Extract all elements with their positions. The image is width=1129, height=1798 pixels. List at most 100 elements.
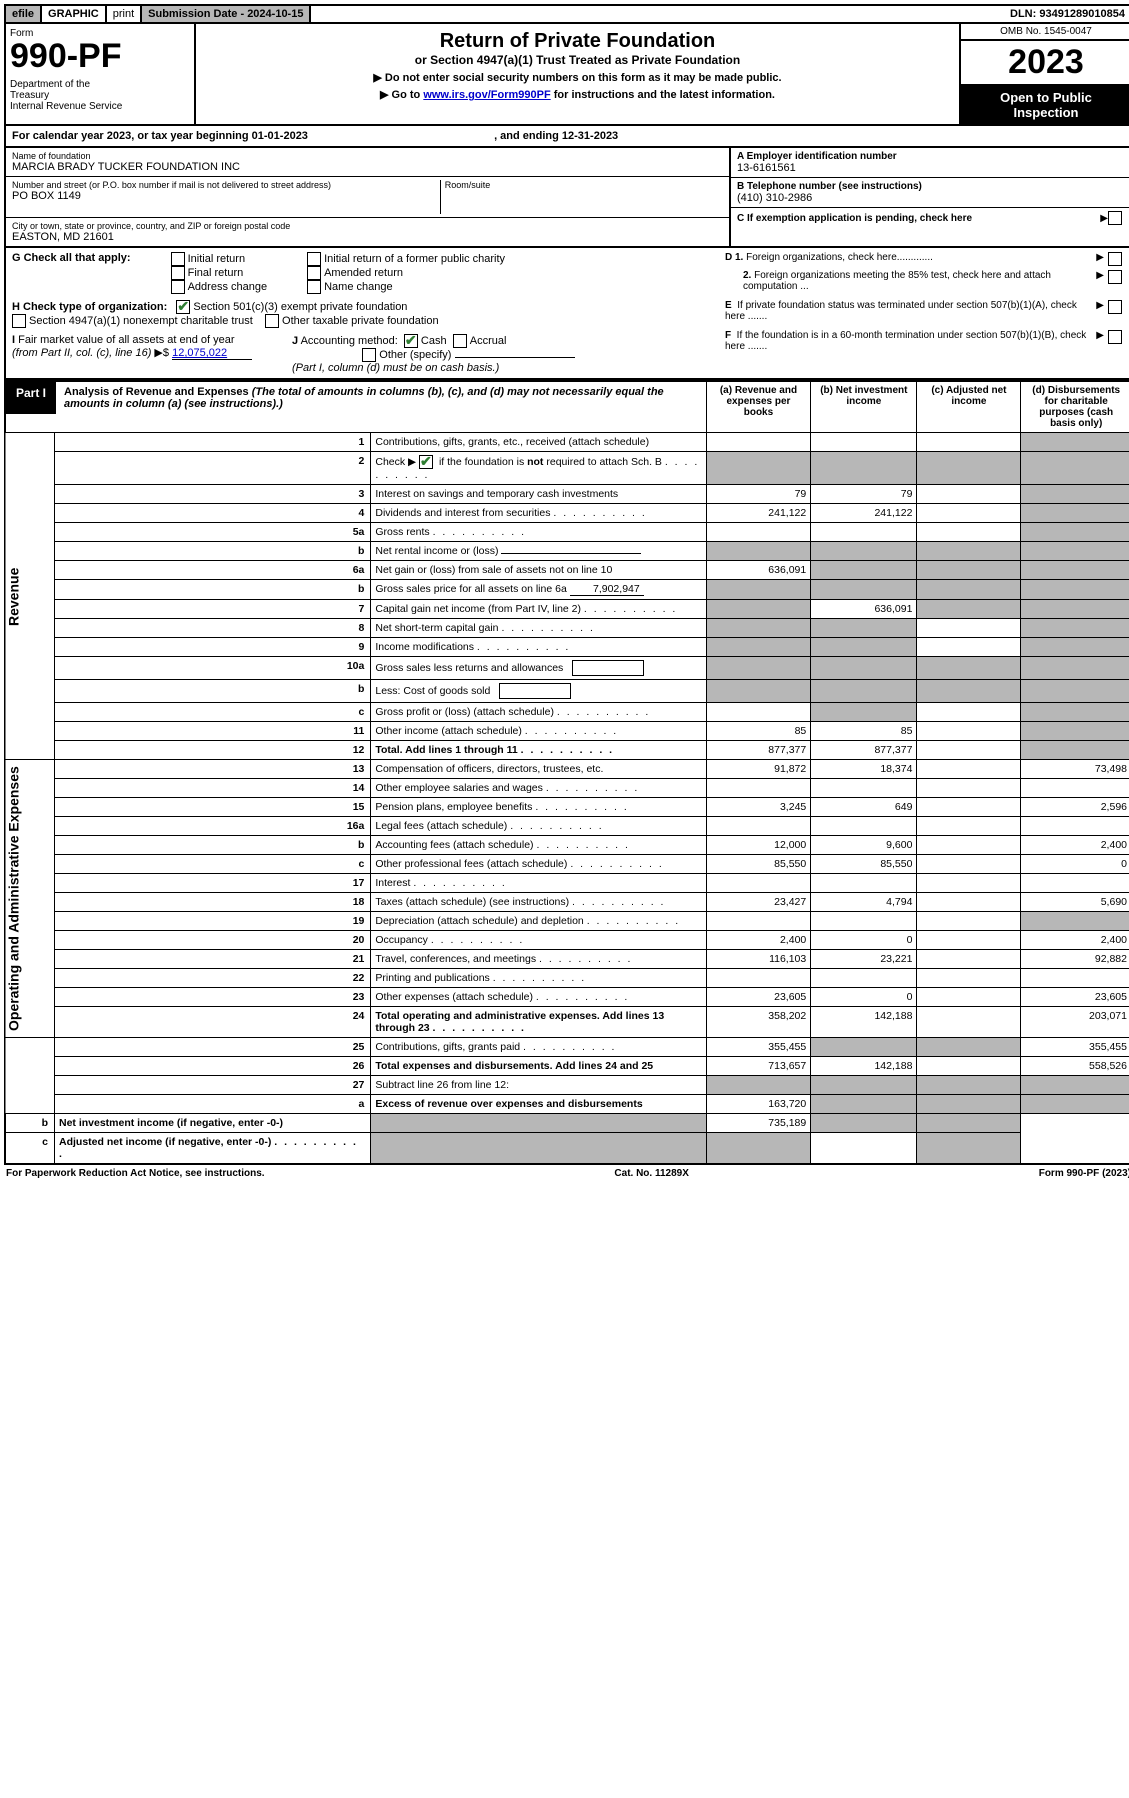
table-row: 6aNet gain or (loss) from sale of assets…	[5, 561, 1129, 580]
amount-cell	[917, 798, 1021, 817]
amount-cell: 241,122	[706, 504, 811, 523]
line-description: Net rental income or (loss)	[371, 542, 706, 561]
h-label: H Check type of organization:	[12, 301, 167, 313]
line-number: 23	[55, 988, 371, 1007]
col-c-header: (c) Adjusted net income	[917, 381, 1021, 433]
room-label: Room/suite	[440, 180, 491, 214]
table-row: Operating and Administrative Expenses13C…	[5, 760, 1129, 779]
line-description: Less: Cost of goods sold	[371, 680, 706, 703]
line-description: Interest on savings and temporary cash i…	[371, 485, 706, 504]
blank-side-label	[5, 1038, 55, 1114]
line-description: Occupancy	[371, 931, 706, 950]
amount-cell: 203,071	[1021, 1007, 1129, 1038]
amount-cell: 636,091	[706, 561, 811, 580]
g-amended[interactable]	[307, 266, 321, 280]
amount-cell	[1021, 638, 1129, 657]
amount-cell	[917, 1114, 1021, 1133]
amount-cell	[811, 779, 917, 798]
j-cash[interactable]	[404, 334, 418, 348]
amount-cell	[371, 1133, 706, 1165]
amount-cell	[706, 523, 811, 542]
amount-cell	[1021, 912, 1129, 931]
amount-cell	[1021, 452, 1129, 485]
amount-cell: 163,720	[706, 1095, 811, 1114]
f-checkbox[interactable]	[1108, 330, 1122, 344]
instruction-2: ▶ Go to www.irs.gov/Form990PF for instru…	[206, 88, 949, 101]
efile-label: efile	[6, 6, 42, 22]
amount-cell	[917, 912, 1021, 931]
amount-cell: 355,455	[1021, 1038, 1129, 1057]
d2-checkbox[interactable]	[1108, 270, 1122, 284]
j-note: (Part I, column (d) must be on cash basi…	[292, 362, 499, 374]
line-number: 3	[55, 485, 371, 504]
amount-cell	[811, 657, 917, 680]
amount-cell	[1021, 542, 1129, 561]
line-description: Gross sales less returns and allowances	[371, 657, 706, 680]
g-initial-return[interactable]	[171, 252, 185, 266]
amount-cell: 0	[811, 988, 917, 1007]
h-501c3[interactable]	[176, 300, 190, 314]
amount-cell	[917, 874, 1021, 893]
amount-cell	[917, 1038, 1021, 1057]
amount-cell	[1021, 817, 1129, 836]
line-number: 14	[55, 779, 371, 798]
line-description: Net short-term capital gain	[371, 619, 706, 638]
amount-cell	[1021, 703, 1129, 722]
form-link[interactable]: www.irs.gov/Form990PF	[423, 89, 550, 101]
print-button[interactable]: print	[107, 6, 142, 22]
amount-cell: 3,245	[706, 798, 811, 817]
line-number: 21	[55, 950, 371, 969]
h-4947[interactable]	[12, 314, 26, 328]
c-checkbox[interactable]	[1108, 211, 1122, 225]
line-description: Gross rents	[371, 523, 706, 542]
amount-cell	[706, 600, 811, 619]
amount-cell: 4,794	[811, 893, 917, 912]
amount-cell	[811, 542, 917, 561]
footer-right: Form 990-PF (2023)	[1039, 1168, 1129, 1179]
c-label: C If exemption application is pending, c…	[737, 213, 1100, 224]
table-row: 4Dividends and interest from securities …	[5, 504, 1129, 523]
amount-cell: 241,122	[811, 504, 917, 523]
amount-cell	[917, 817, 1021, 836]
e-checkbox[interactable]	[1108, 300, 1122, 314]
instruction-1: ▶ Do not enter social security numbers o…	[206, 71, 949, 84]
g-final-return[interactable]	[171, 266, 185, 280]
submission-date: Submission Date - 2024-10-15	[142, 6, 311, 22]
amount-cell	[811, 1076, 917, 1095]
g-label: G Check all that apply:	[12, 252, 131, 264]
amount-cell	[811, 969, 917, 988]
g-name-change[interactable]	[307, 280, 321, 294]
amount-cell: 355,455	[706, 1038, 811, 1057]
amount-cell	[917, 703, 1021, 722]
g-initial-former[interactable]	[307, 252, 321, 266]
amount-cell: 23,427	[706, 893, 811, 912]
amount-cell: 636,091	[811, 600, 917, 619]
amount-cell	[917, 1133, 1021, 1165]
amount-cell	[917, 680, 1021, 703]
line-number: b	[55, 836, 371, 855]
line-number: b	[55, 580, 371, 600]
amount-cell: 2,596	[1021, 798, 1129, 817]
amount-cell: 649	[811, 798, 917, 817]
schb-checkbox[interactable]	[419, 455, 433, 469]
g-address-change[interactable]	[171, 280, 185, 294]
d1-checkbox[interactable]	[1108, 252, 1122, 266]
top-bar: efile GRAPHIC print Submission Date - 20…	[4, 4, 1129, 24]
line-number: 22	[55, 969, 371, 988]
name-label: Name of foundation	[12, 151, 723, 161]
j-accrual[interactable]	[453, 334, 467, 348]
line-description: Income modifications	[371, 638, 706, 657]
revenue-side-label: Revenue	[5, 433, 55, 760]
table-row: 5aGross rents	[5, 523, 1129, 542]
line-description: Capital gain net income (from Part IV, l…	[371, 600, 706, 619]
amount-cell: 12,000	[706, 836, 811, 855]
table-row: bNet rental income or (loss)	[5, 542, 1129, 561]
j-other[interactable]	[362, 348, 376, 362]
amount-cell	[917, 988, 1021, 1007]
h-other-taxable[interactable]	[265, 314, 279, 328]
amount-cell	[917, 760, 1021, 779]
amount-cell: 558,526	[1021, 1057, 1129, 1076]
fmv-value[interactable]: 12,075,022	[172, 347, 252, 360]
amount-cell	[706, 452, 811, 485]
table-row: 26Total expenses and disbursements. Add …	[5, 1057, 1129, 1076]
